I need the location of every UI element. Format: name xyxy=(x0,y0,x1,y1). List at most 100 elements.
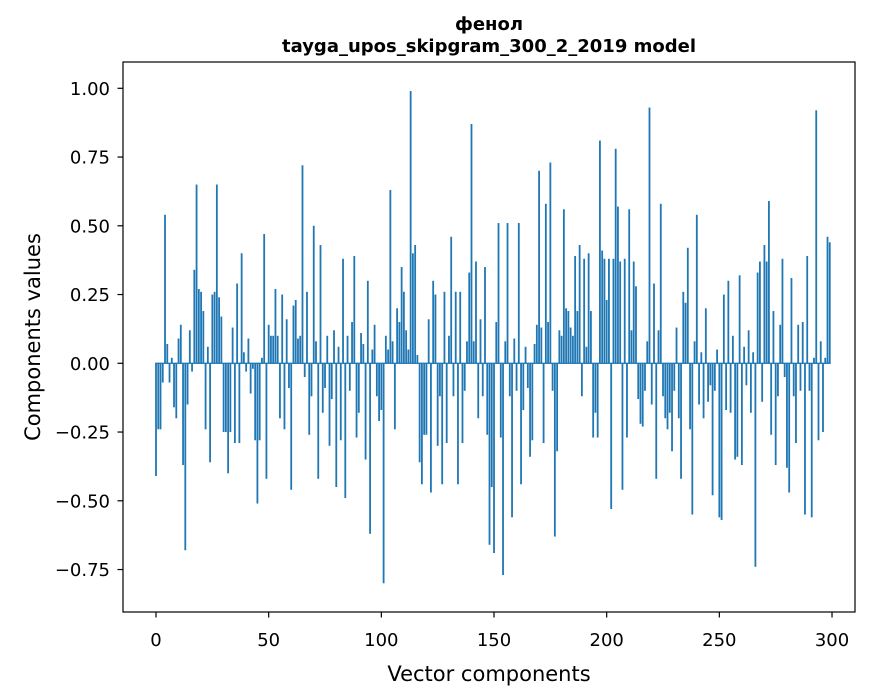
bar xyxy=(360,333,362,364)
bar xyxy=(736,363,739,457)
bar xyxy=(155,363,157,477)
bar xyxy=(288,363,290,389)
bar xyxy=(761,363,764,402)
bar xyxy=(817,363,820,441)
bar xyxy=(317,363,320,479)
x-tick-label: 250 xyxy=(702,630,736,651)
bar xyxy=(384,335,387,364)
bar xyxy=(594,363,597,413)
bar xyxy=(772,311,775,364)
bar xyxy=(813,357,815,364)
bar xyxy=(571,335,574,364)
bar xyxy=(754,363,757,567)
bar xyxy=(612,258,615,364)
bar xyxy=(348,363,351,391)
bar xyxy=(684,302,687,364)
bar xyxy=(795,363,797,444)
bar xyxy=(781,258,784,364)
bar xyxy=(646,341,649,364)
bar xyxy=(468,272,471,364)
bar xyxy=(276,335,279,364)
bar xyxy=(711,363,714,496)
bar xyxy=(522,363,525,411)
bar xyxy=(224,363,227,433)
bar xyxy=(346,335,349,364)
bar xyxy=(558,330,561,364)
bar xyxy=(229,363,232,433)
bar xyxy=(704,308,707,364)
bar xyxy=(752,352,755,364)
bar xyxy=(186,363,189,405)
bar xyxy=(166,344,169,364)
chart-title-line1: фенол xyxy=(455,14,523,35)
y-axis-label: Components values xyxy=(21,233,45,441)
bar xyxy=(826,236,829,364)
bar xyxy=(249,363,252,394)
bar xyxy=(326,335,329,364)
bar xyxy=(294,300,297,364)
y-tick-label: 1.00 xyxy=(70,79,110,100)
bar xyxy=(578,245,581,364)
bar xyxy=(265,363,268,479)
bar xyxy=(170,357,173,364)
bar xyxy=(330,363,333,400)
x-tick-label: 100 xyxy=(364,630,398,651)
bar xyxy=(245,363,248,372)
bar xyxy=(373,324,376,364)
bar xyxy=(599,140,601,364)
bar xyxy=(538,170,540,364)
bar xyxy=(603,258,606,364)
bar xyxy=(592,363,595,438)
bar xyxy=(497,223,500,364)
bar xyxy=(648,107,651,364)
bar xyxy=(157,363,160,430)
bar xyxy=(659,203,662,364)
bar xyxy=(547,322,549,364)
bar xyxy=(213,291,216,364)
bar xyxy=(393,363,396,430)
bar xyxy=(749,363,752,413)
bar xyxy=(576,311,579,364)
bar xyxy=(290,363,293,490)
bar xyxy=(443,291,446,364)
bar xyxy=(777,363,779,397)
bar xyxy=(617,206,619,364)
bar xyxy=(698,363,700,405)
bar xyxy=(722,294,725,364)
bar xyxy=(159,363,162,430)
bar xyxy=(472,341,475,364)
bar xyxy=(551,363,554,391)
bar xyxy=(407,349,410,364)
bar xyxy=(292,305,295,364)
bar xyxy=(459,291,462,364)
bar xyxy=(792,363,795,397)
bar xyxy=(626,363,628,438)
bar xyxy=(335,363,338,488)
bar xyxy=(427,319,430,364)
bar xyxy=(357,363,360,413)
bar xyxy=(650,363,653,405)
bar xyxy=(206,346,209,364)
bar xyxy=(423,363,426,435)
x-tick-label: 50 xyxy=(257,630,280,651)
bar xyxy=(488,363,491,545)
bar xyxy=(700,352,703,364)
bar xyxy=(281,294,284,364)
bar xyxy=(623,258,626,364)
bar xyxy=(569,327,572,364)
bar xyxy=(366,280,369,364)
bar xyxy=(484,267,486,364)
bar xyxy=(242,352,245,364)
bar xyxy=(211,294,214,364)
bar xyxy=(324,363,326,389)
bar xyxy=(621,363,624,490)
bar xyxy=(580,363,583,397)
bar xyxy=(702,363,705,419)
bar xyxy=(707,363,709,402)
bar xyxy=(682,291,685,364)
bar xyxy=(544,203,547,364)
bar xyxy=(628,209,631,364)
bar xyxy=(664,363,667,419)
bar xyxy=(828,242,831,364)
